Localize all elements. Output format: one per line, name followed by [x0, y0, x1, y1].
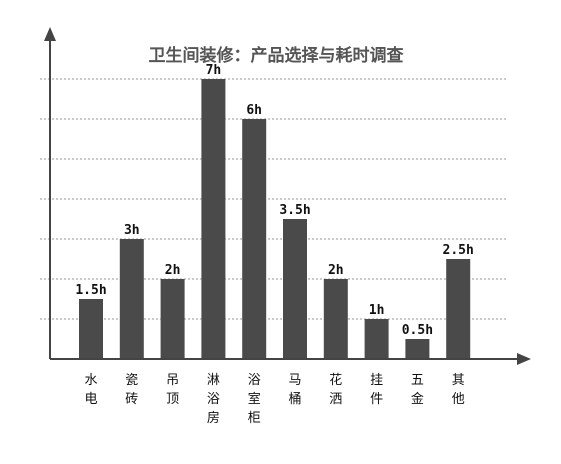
category-label: 花洒: [329, 372, 342, 407]
value-label: 6h: [246, 103, 262, 118]
category-label: 其他: [452, 373, 465, 407]
bar: [446, 259, 471, 359]
value-label: 3h: [124, 223, 140, 238]
bar: [201, 79, 226, 359]
category-label: 淋浴房: [207, 373, 220, 426]
category-label: 马桶: [288, 373, 301, 407]
bar: [323, 279, 348, 359]
y-axis-arrow: [44, 27, 56, 41]
value-label: 2.5h: [443, 243, 474, 258]
axes: [44, 27, 531, 365]
category-label: 瓷砖: [125, 373, 138, 407]
bar: [160, 279, 185, 359]
category-label: 挂件: [370, 373, 383, 407]
gridlines: [40, 78, 508, 320]
value-label: 2h: [328, 263, 344, 278]
bar: [283, 219, 307, 359]
value-label: 1h: [369, 303, 385, 318]
bar: [79, 299, 103, 359]
category-label: 水电: [84, 373, 97, 407]
value-label: 0.5h: [402, 323, 433, 338]
bar: [242, 119, 267, 359]
bar: [364, 319, 389, 359]
chart-title: 卫生间装修：产品选择与耗时调查: [149, 45, 405, 66]
category-label: 浴室柜: [248, 373, 261, 426]
value-label: 1.5h: [75, 283, 106, 298]
category-label: 吊顶: [166, 373, 179, 407]
bar: [119, 239, 144, 359]
category-label: 五金: [411, 373, 424, 407]
value-label: 7h: [206, 63, 222, 78]
bar: [405, 339, 430, 359]
value-label: 2h: [165, 263, 181, 278]
value-labels: 1.5h 3h 2h 7h 6h 3.5h 2h 1h 0.5h 2.5h: [75, 63, 474, 338]
bars: [79, 79, 471, 359]
value-label: 3.5h: [279, 203, 310, 218]
x-axis-arrow: [517, 353, 531, 365]
